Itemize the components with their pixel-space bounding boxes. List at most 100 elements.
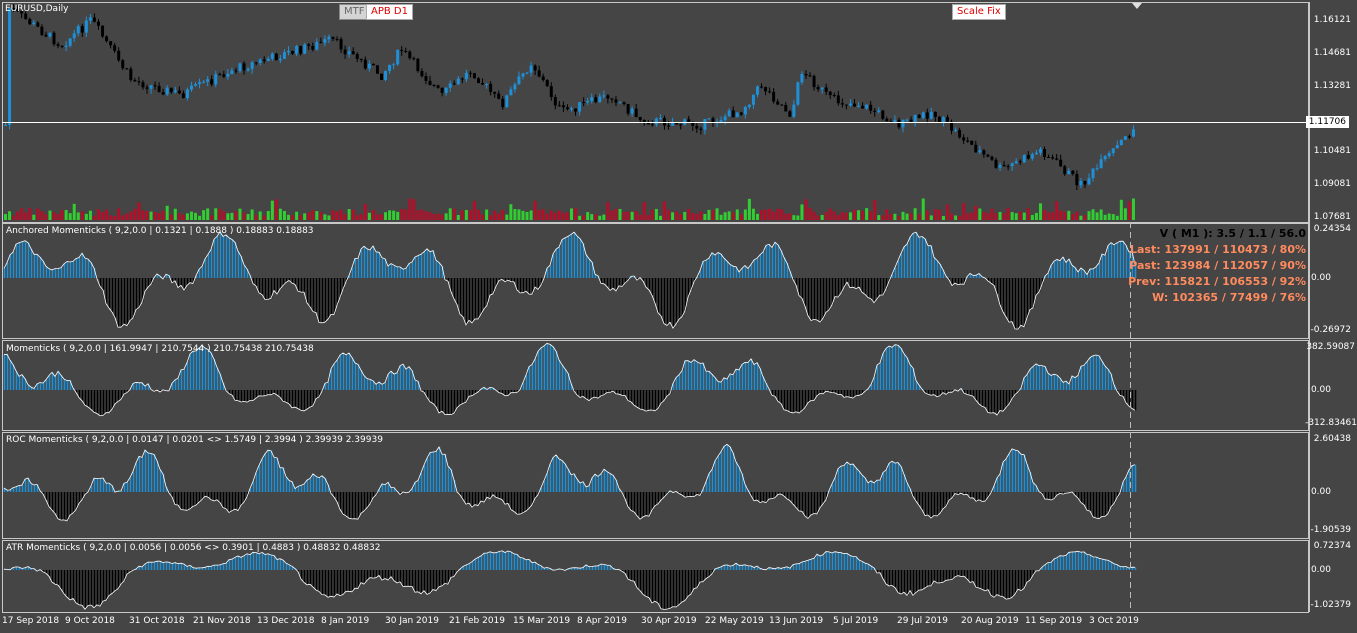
volume-bar xyxy=(1059,210,1063,220)
volume-bar xyxy=(501,209,505,220)
candle xyxy=(642,119,646,123)
candle xyxy=(658,117,662,119)
candle xyxy=(755,86,759,95)
candle xyxy=(339,39,343,50)
volume-bar xyxy=(371,210,375,220)
candle xyxy=(230,70,234,74)
candle xyxy=(937,116,941,122)
candle xyxy=(590,97,594,101)
candle xyxy=(780,104,784,106)
volume-bar xyxy=(88,210,92,220)
candle xyxy=(161,92,165,95)
candle xyxy=(1111,148,1115,154)
shift-marker-icon[interactable] xyxy=(1132,3,1142,9)
candle xyxy=(355,54,359,59)
candle xyxy=(375,65,379,74)
volume-bar xyxy=(400,208,404,220)
axis-divider xyxy=(1309,2,1310,612)
volume-bar xyxy=(331,210,335,220)
scale-fix-button[interactable]: Scale Fix xyxy=(952,4,1006,20)
mtf-button[interactable]: MTF xyxy=(339,4,370,20)
stats-last: Last: 137991 / 110473 / 80% xyxy=(1130,243,1306,256)
volume-bar xyxy=(367,212,371,220)
volume-bar xyxy=(699,211,703,220)
volume-bar xyxy=(1063,211,1067,220)
candle xyxy=(602,95,606,97)
volume-bar xyxy=(299,215,303,220)
candle xyxy=(420,71,424,77)
volume-bar xyxy=(950,213,954,220)
candle xyxy=(210,79,214,85)
candle xyxy=(359,58,363,60)
volume-bar xyxy=(1107,213,1111,220)
candle xyxy=(412,58,416,60)
candle xyxy=(1103,156,1107,160)
volume-bar xyxy=(291,215,295,220)
volume-bar xyxy=(1119,199,1123,220)
volume-bar xyxy=(238,208,242,220)
price-axis-label: 1.09081 xyxy=(1313,179,1351,189)
volume-bar xyxy=(570,208,573,220)
candle xyxy=(468,72,472,74)
candle xyxy=(1026,154,1030,159)
candle xyxy=(408,51,412,59)
volume-bar xyxy=(270,200,274,220)
candle xyxy=(113,45,117,51)
apb-d1-button[interactable]: APB D1 xyxy=(366,4,413,20)
pane-axis-label: 2.60438 xyxy=(1313,434,1351,444)
candle xyxy=(691,122,695,126)
candle xyxy=(262,59,266,62)
volume-bar xyxy=(60,209,64,220)
volume-bar xyxy=(359,214,363,220)
candle xyxy=(214,74,218,85)
candle xyxy=(311,45,315,50)
volume-bar xyxy=(141,210,145,220)
candle xyxy=(92,17,96,22)
volume-bar xyxy=(185,213,189,220)
volume-bar xyxy=(541,209,545,220)
volume-bar xyxy=(84,213,88,220)
volume-bar xyxy=(667,209,671,220)
candle xyxy=(1055,158,1059,160)
candle xyxy=(662,117,666,126)
candle xyxy=(40,26,44,35)
volume-bar xyxy=(703,214,707,220)
atr-momenticks-title: ATR Momenticks ( 9,2,0.0 | 0.0056 | 0.00… xyxy=(6,543,381,553)
candle xyxy=(796,82,800,105)
candle xyxy=(388,64,392,72)
candle xyxy=(121,60,125,69)
candle xyxy=(626,103,630,114)
volume-bar xyxy=(472,200,476,220)
candle xyxy=(72,33,76,39)
volume-bar xyxy=(24,212,28,220)
volume-bar xyxy=(638,214,642,220)
candle xyxy=(1010,163,1014,167)
candle xyxy=(533,65,537,71)
volume-bar xyxy=(768,208,772,220)
volume-bar xyxy=(56,213,60,220)
candle xyxy=(586,100,590,103)
volume-bar xyxy=(861,210,865,220)
date-axis-label: 20 Aug 2019 xyxy=(961,616,1019,626)
volume-bar xyxy=(105,209,109,220)
stats-prev: Prev: 115821 / 106553 / 92% xyxy=(1128,275,1306,288)
candle xyxy=(848,103,852,106)
candle xyxy=(614,99,618,103)
candle xyxy=(173,90,177,93)
volume-bar xyxy=(315,211,319,220)
candle xyxy=(950,121,954,131)
candle xyxy=(933,111,937,117)
volume-bar xyxy=(384,212,388,220)
pane-axis-label: 0.72374 xyxy=(1313,541,1351,551)
volume-bar xyxy=(1123,208,1127,220)
date-axis-label: 8 Jan 2019 xyxy=(321,616,370,626)
candle xyxy=(1067,170,1071,175)
candle xyxy=(598,96,602,103)
candle xyxy=(331,36,335,39)
candle xyxy=(970,140,974,145)
volume-bar xyxy=(76,212,80,220)
pane-axis-label: -0.26972 xyxy=(1310,325,1351,335)
candle xyxy=(873,110,877,113)
volume-bar xyxy=(755,213,759,220)
